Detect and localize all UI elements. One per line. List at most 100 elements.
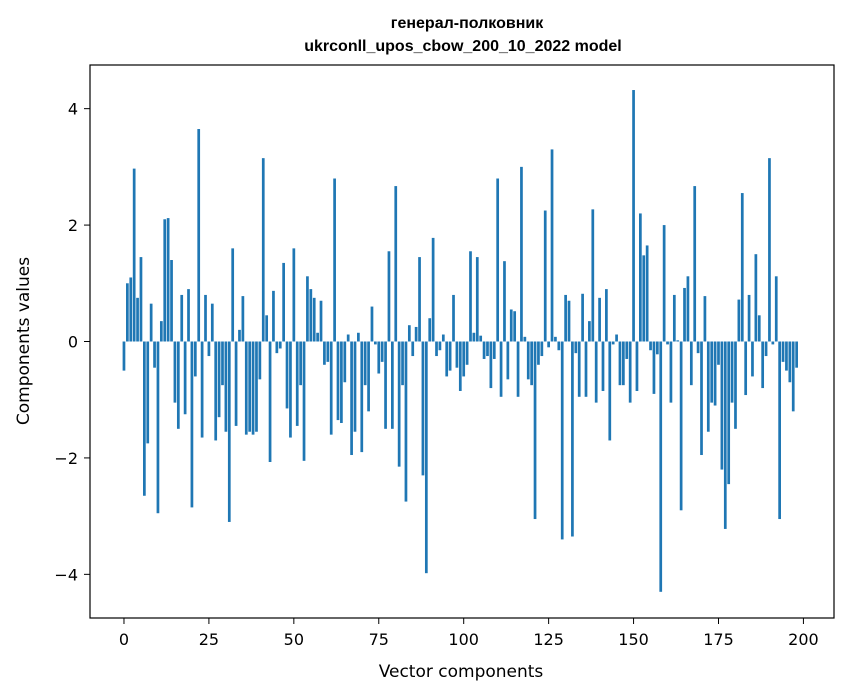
bar-9	[153, 341, 156, 368]
y-tick-label--4: −4	[54, 565, 78, 584]
bar-67	[350, 341, 353, 456]
x-tick-label-100: 100	[448, 630, 479, 649]
bar-112	[503, 261, 506, 342]
bar-178	[727, 341, 731, 485]
bar-142	[605, 289, 608, 342]
bar-168	[693, 186, 697, 342]
bar-12	[163, 219, 167, 342]
bar-170	[700, 341, 703, 456]
x-tick-label-200: 200	[788, 630, 819, 649]
bar-11	[159, 321, 163, 342]
bar-80	[394, 186, 398, 342]
bar-150	[632, 90, 635, 342]
bar-189	[764, 341, 768, 357]
bar-65	[343, 341, 347, 383]
bar-133	[574, 341, 578, 354]
bar-27	[214, 341, 218, 441]
bar-128	[557, 341, 561, 351]
x-axis-ticks: 0 25 50 75 100 125 150 175 200	[119, 618, 819, 649]
bar-38	[251, 341, 255, 435]
bar-121	[533, 341, 537, 520]
bar-140	[598, 297, 601, 342]
bar-179	[730, 341, 734, 403]
bar-3	[132, 168, 136, 342]
bar-54	[306, 276, 309, 342]
x-tick-label-75: 75	[369, 630, 389, 649]
bar-107	[486, 341, 489, 357]
bar-77	[384, 341, 387, 429]
bar-123	[540, 341, 544, 357]
x-tick-label-50: 50	[284, 630, 304, 649]
bar-159	[662, 225, 666, 342]
bar-59	[323, 341, 326, 365]
y-tick-label-4: 4	[68, 100, 78, 119]
bar-115	[513, 311, 517, 342]
bar-120	[530, 341, 533, 386]
y-tick-label-0: 0	[68, 333, 78, 352]
bar-105	[479, 335, 483, 342]
bar-45	[275, 341, 279, 354]
bar-6	[143, 341, 146, 496]
bar-131	[567, 300, 571, 342]
bar-122	[537, 341, 540, 365]
bar-35	[241, 296, 245, 342]
bar-181	[737, 299, 741, 342]
bar-56	[312, 297, 316, 342]
bar-88	[421, 341, 425, 476]
bar-7	[146, 341, 150, 444]
bar-83	[404, 341, 408, 502]
bar-22	[197, 129, 201, 342]
bar-93	[438, 341, 442, 351]
bar-17	[180, 294, 184, 342]
bar-19	[187, 289, 190, 342]
bar-114	[509, 309, 513, 342]
y-axis-ticks: −4 −2 0 2 4	[54, 100, 90, 584]
x-tick-label-150: 150	[618, 630, 649, 649]
y-tick-label--2: −2	[54, 449, 78, 468]
bar-58	[319, 300, 323, 342]
bar-172	[706, 341, 710, 432]
bar-118	[523, 336, 527, 342]
bar-55	[309, 289, 313, 342]
bar-106	[482, 341, 486, 359]
x-axis-label: Vector components	[379, 662, 544, 682]
bar-32	[231, 248, 235, 342]
bar-75	[377, 341, 381, 374]
bar-132	[571, 341, 574, 537]
bar-109	[492, 341, 496, 359]
bar-173	[710, 341, 714, 403]
bar-84	[407, 325, 411, 342]
bar-60	[326, 341, 330, 362]
y-axis-label: Components values	[14, 257, 34, 425]
bar-29	[221, 341, 224, 386]
bar-76	[380, 341, 384, 362]
bar-42	[265, 315, 269, 342]
bar-24	[204, 294, 207, 342]
bar-40	[258, 341, 262, 380]
bar-187	[757, 315, 761, 342]
bar-143	[608, 341, 612, 441]
bar-43	[268, 341, 272, 462]
bar-99	[458, 341, 462, 391]
bar-89	[424, 341, 428, 574]
bar-49	[289, 341, 292, 438]
bar-153	[642, 255, 646, 342]
chart-subtitle: ukrconll_upos_cbow_200_10_2022 model	[304, 38, 621, 55]
bar-186	[754, 254, 758, 342]
bar-73	[370, 306, 374, 342]
bar-185	[751, 341, 754, 377]
bar-164	[679, 341, 683, 511]
bar-104	[475, 257, 479, 342]
bar-167	[689, 341, 693, 386]
bar-108	[489, 341, 493, 389]
bar-149	[628, 341, 632, 403]
bar-10	[156, 341, 160, 514]
bar-53	[302, 341, 306, 461]
bar-18	[183, 341, 187, 415]
bar-92	[435, 341, 438, 357]
bar-183	[744, 341, 748, 396]
bar-87	[418, 257, 421, 342]
bar-36	[244, 341, 248, 435]
bar-147	[622, 341, 625, 386]
bar-95	[445, 341, 449, 377]
